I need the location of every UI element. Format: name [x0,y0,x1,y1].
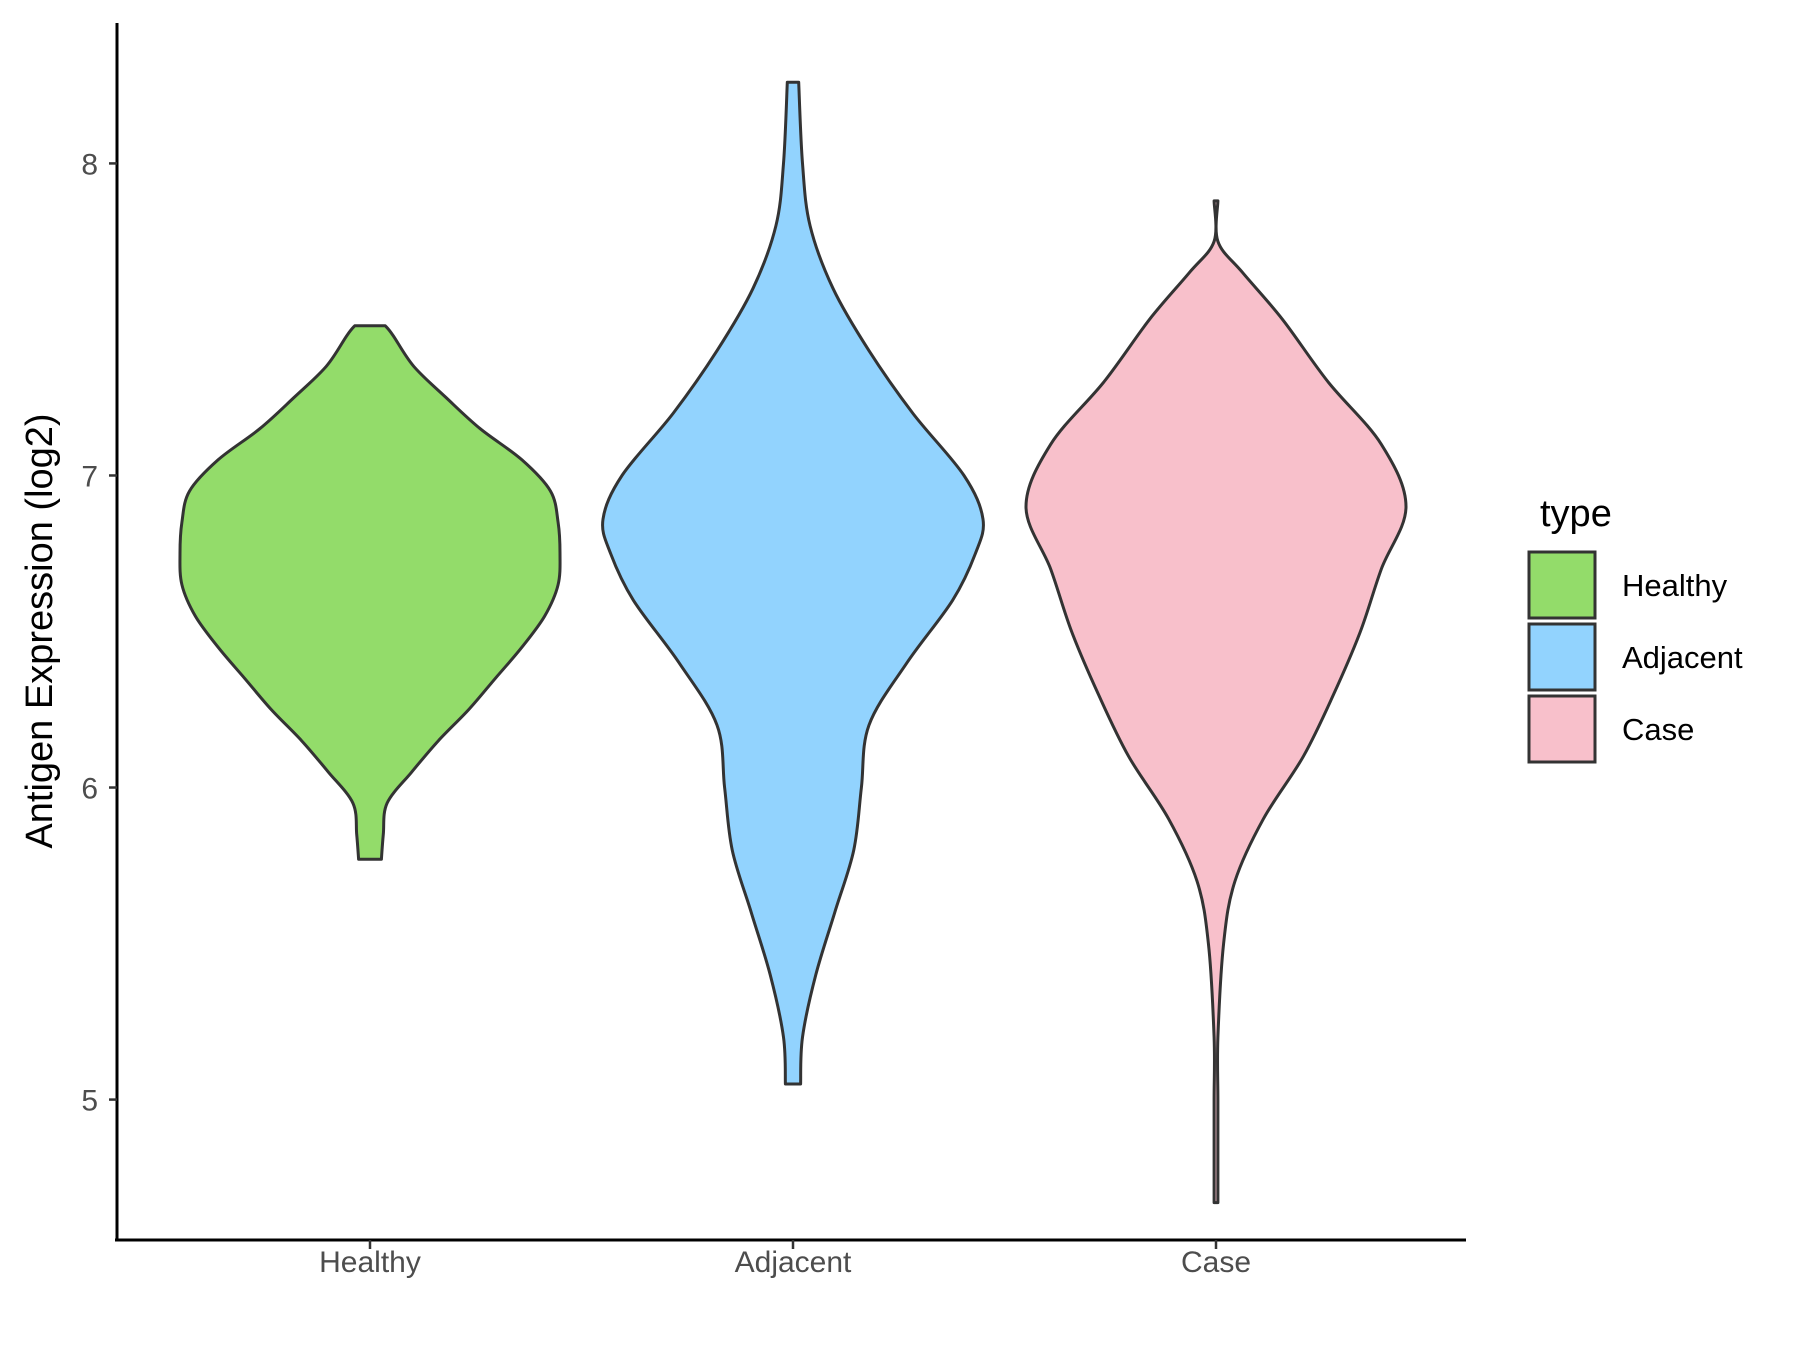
legend-title: type [1540,493,1612,535]
legend-key-adjacent [1527,622,1597,692]
y-tick-label: 7 [81,460,98,493]
legend-key-healthy [1527,550,1597,620]
x-tick-label-healthy: Healthy [319,1246,421,1279]
y-tick-label: 5 [81,1085,98,1118]
x-tick-label-adjacent: Adjacent [735,1246,852,1279]
x-axis-ticks: Healthy Adjacent Case [319,1240,1251,1279]
y-axis-ticks: 5 6 7 8 [81,148,117,1118]
y-tick-label: 8 [81,148,98,181]
violin-layer [178,80,1408,1205]
legend: type Healthy Adjacent Case [1527,493,1743,764]
y-tick-label: 6 [81,773,98,806]
legend-label-healthy: Healthy [1622,568,1728,603]
legend-key-case [1527,694,1597,764]
legend-label-adjacent: Adjacent [1622,640,1743,675]
x-tick-label-case: Case [1181,1246,1251,1279]
violin-case [1024,199,1408,1205]
violin-healthy [178,324,562,861]
y-axis-title: Antigen Expression (log2) [19,413,61,848]
legend-label-case: Case [1622,712,1694,747]
violin-adjacent [601,80,985,1086]
